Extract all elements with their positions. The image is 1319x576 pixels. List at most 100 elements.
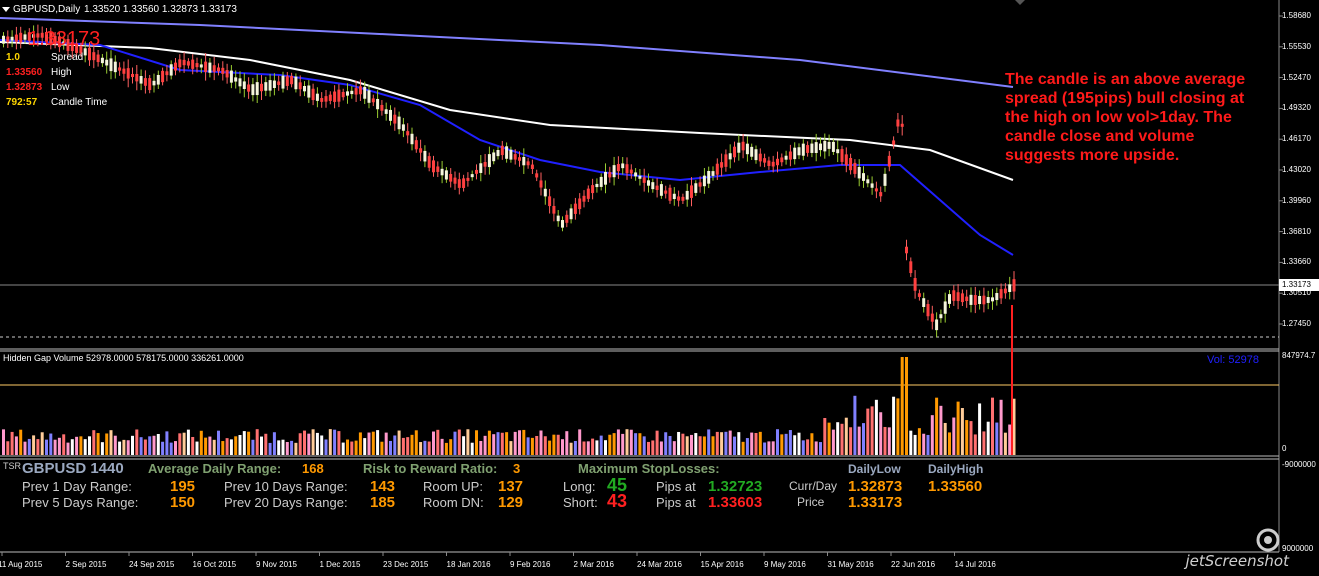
candle-body [393,114,397,124]
volume-bar [401,437,405,455]
volume-bar [444,442,448,455]
date-axis-label: 14 Jul 2016 [954,560,996,569]
candle-body [96,54,100,63]
info-value: 792:57 [6,97,38,108]
info-value: 1.33560 [6,67,43,78]
candle-body [840,149,844,162]
volume-bar [608,434,612,455]
candle-body [973,295,977,305]
volume-bar [195,441,199,455]
candle-body [307,85,311,98]
candle-body [642,177,646,183]
volume-bar [819,442,822,455]
candle-body [823,140,827,152]
volume-bar [238,434,242,455]
candle-body [694,183,698,193]
volume-bar [543,436,547,455]
candle-body [1012,279,1016,292]
candle-body [363,86,367,99]
volume-bar [681,433,685,455]
volume-bar [479,440,483,455]
candle-body [36,33,40,38]
volume-bar [113,435,117,455]
price-label: Price [797,495,825,509]
short-label: Short: [563,495,598,510]
candle-body [629,169,633,174]
candle-body [260,83,263,92]
candle-body [1008,284,1012,292]
volume-bar [161,441,165,455]
candle-body [208,62,212,73]
info-label: Low [51,82,70,93]
volume-bar [277,440,281,455]
volume-bar [638,433,642,455]
volume-bar [659,441,663,455]
price-axis-label: 1.58680 [1282,11,1311,20]
volume-bar [79,436,83,455]
candle-body [728,153,732,160]
current-price-label: 1.33173 [1282,280,1311,289]
volume-bar [728,430,732,455]
volume-bar [763,442,767,455]
date-axis-label: 16 Oct 2015 [192,560,237,569]
info-label: Candle Time [51,97,108,108]
volume-bar [556,434,560,455]
volume-bar [83,439,87,455]
candle-body [178,59,182,68]
volume-bar [419,442,423,455]
candle-body [604,172,607,185]
rr-value: 3 [513,461,521,476]
volume-bar [591,438,595,455]
candle-body [255,82,259,96]
volume-bar [410,434,414,455]
candle-body [62,41,66,46]
info-label: Spread [51,52,84,63]
prev20-label: Prev 20 Days Range: [224,495,348,510]
candle-body [526,161,530,166]
candle-body [900,123,904,127]
candle-body [608,172,612,178]
candle-body [496,150,500,157]
volume-bar [969,421,973,455]
volume-bar [148,436,152,455]
candle-body [969,294,973,305]
candle-body [754,149,758,161]
volume-bar [647,441,650,455]
date-axis-label: 23 Dec 2015 [383,560,429,569]
volume-bar [793,435,797,455]
candle-body [647,180,650,186]
candle-body [874,188,878,192]
volume-bar [462,436,466,455]
volume-bar [92,430,96,455]
volume-bar [509,441,513,455]
volume-bar [986,421,990,455]
volume-bar [49,433,53,455]
candle-body [578,198,582,210]
price-axis-label: 1.27450 [1282,319,1311,328]
candle-body [500,145,504,156]
volume-bar [358,432,362,455]
volume-bar [664,432,668,455]
candle-body [634,172,638,177]
date-axis-label: 18 Jan 2016 [446,560,491,569]
candle-body [788,151,792,160]
volume-bar [152,435,156,455]
date-axis-label: 2 Mar 2016 [573,560,614,569]
symbol-dropdown-icon[interactable] [2,7,10,12]
candle-body [242,81,246,89]
candle-body [118,67,122,71]
volume-bar [922,433,926,455]
volume-bar [19,429,23,455]
candle-body [341,91,345,98]
candle-body [346,91,349,96]
volume-bar [690,434,693,455]
volume-bar [900,357,904,455]
prev20-value: 185 [370,494,396,511]
volume-bar [535,435,539,455]
volume-bar [948,432,951,455]
candle-body [303,86,306,92]
candle-body [595,183,599,188]
volume-bar [470,442,474,455]
volume-bar [75,436,79,455]
